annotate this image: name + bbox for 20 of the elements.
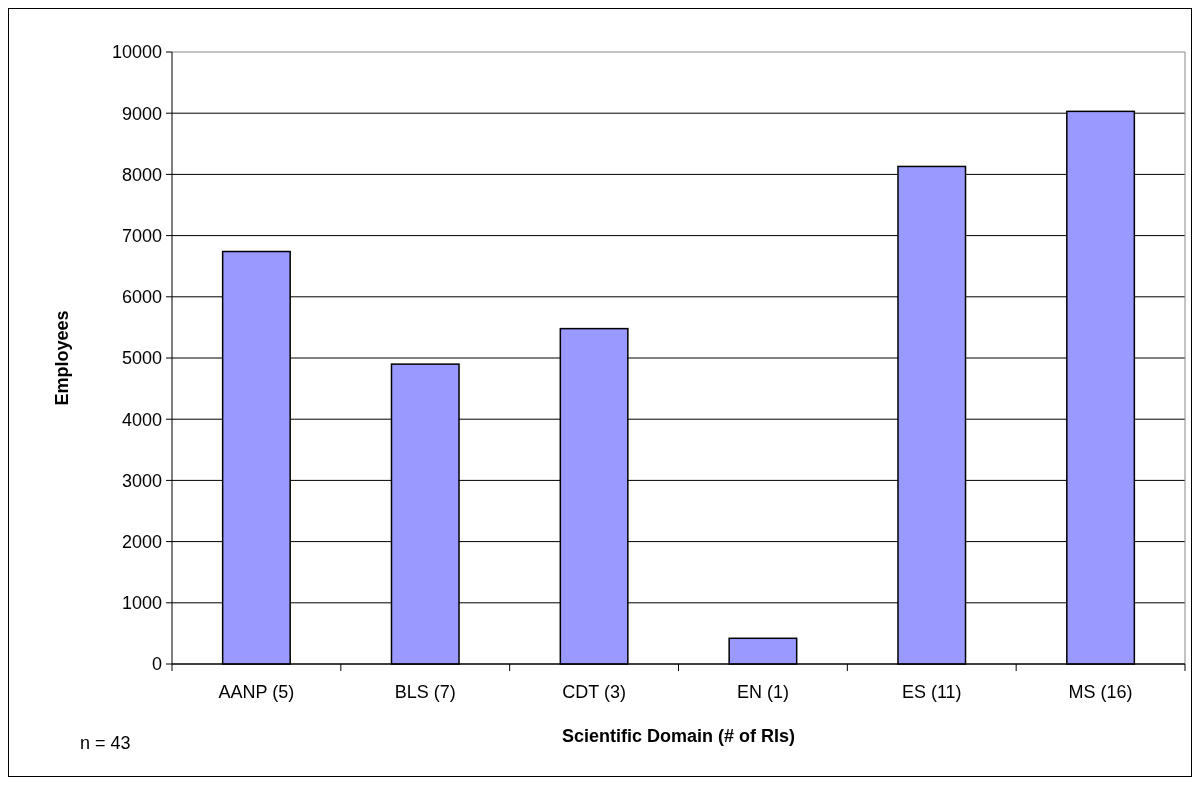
y-tick-label: 0 bbox=[151, 654, 162, 675]
x-tick-label: CDT (3) bbox=[562, 682, 626, 702]
y-tick-label: 4000 bbox=[121, 409, 162, 430]
x-tick-label: AANP (5) bbox=[218, 682, 295, 702]
x-tick-label: BLS (7) bbox=[394, 682, 456, 702]
y-tick-label: 5000 bbox=[121, 348, 162, 369]
y-tick-label: 3000 bbox=[121, 470, 162, 491]
y-tick-label: 7000 bbox=[121, 225, 162, 246]
x-tick-label: MS (16) bbox=[1068, 682, 1133, 702]
y-tick-label: 1000 bbox=[121, 593, 162, 614]
y-tick-label: 6000 bbox=[121, 287, 162, 308]
y-tick-label: 8000 bbox=[121, 164, 162, 185]
y-axis-title: Employees bbox=[52, 310, 72, 406]
y-tick-label: 10000 bbox=[111, 42, 162, 63]
x-tick-label: EN (1) bbox=[736, 682, 789, 702]
x-axis-title: Scientific Domain (# of RIs) bbox=[561, 726, 796, 746]
text: n = 43 bbox=[80, 733, 131, 753]
y-tick-label: 9000 bbox=[121, 103, 162, 124]
y-tick-label: 2000 bbox=[121, 531, 162, 552]
x-tick-label: ES (11) bbox=[901, 682, 962, 702]
